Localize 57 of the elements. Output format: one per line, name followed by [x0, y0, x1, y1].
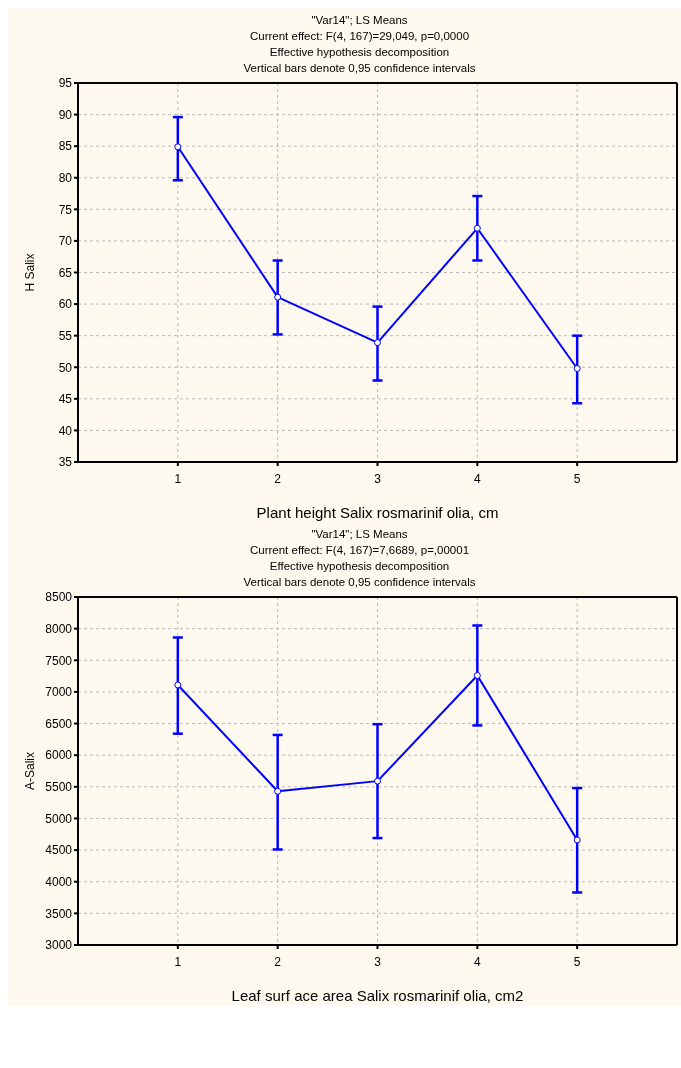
- y-tick-label: 7000: [45, 685, 73, 700]
- x-tick-label: 4: [473, 954, 481, 969]
- x-tick-label: 4: [473, 471, 481, 486]
- point: [174, 143, 182, 151]
- point: [473, 671, 481, 679]
- y-tick-label: 6000: [45, 748, 73, 763]
- y-tick-label: 40: [58, 423, 73, 438]
- x-tick-label: 1: [174, 954, 182, 969]
- chart-title: "Var14"; LS Means: [310, 527, 409, 542]
- point: [274, 293, 282, 301]
- x-tick-label: 3: [374, 471, 382, 486]
- y-tick-label: 3000: [45, 938, 73, 953]
- text: Effective hypothesis decomposition: [268, 45, 451, 60]
- x-axis-title: Plant height Salix rosmarinif olia, cm: [256, 504, 499, 521]
- point: [374, 777, 381, 785]
- y-tick-label: 90: [58, 107, 73, 122]
- x-tick-label: 3: [374, 954, 382, 969]
- text: Vertical bars denote 0,95 confidence intervals: [242, 575, 477, 590]
- x-tick-label: 2: [274, 471, 282, 486]
- y-tick-label: 5000: [45, 811, 73, 826]
- point: [473, 224, 481, 232]
- y-tick-label: 35: [58, 455, 73, 470]
- point: [274, 787, 282, 795]
- y-tick-label: 4500: [45, 843, 73, 858]
- point: [573, 836, 581, 844]
- y-tick-label: 80: [58, 171, 73, 186]
- y-tick-label: 8000: [45, 621, 73, 636]
- y-tick-label: 65: [58, 265, 73, 280]
- x-axis-title: Leaf surf ace area Salix rosmarinif olia, cm2: [231, 987, 524, 1004]
- text: Vertical bars denote 0,95 confidence intervals: [242, 61, 477, 76]
- y-tick-label: 50: [58, 360, 73, 375]
- y-tick-label: 5500: [45, 780, 73, 795]
- y-tick-label: 55: [58, 328, 73, 343]
- chart-subtitle: Current effect: F(4, 167)=29,049, p=0,0000: [248, 29, 471, 44]
- x-tick-label: 5: [573, 471, 581, 486]
- x-tick-label: 1: [174, 471, 182, 486]
- text: Effective hypothesis decomposition: [268, 559, 451, 574]
- y-tick-label: 4000: [45, 874, 73, 889]
- y-tick-label: 85: [58, 139, 73, 154]
- chart-subtitle: Current effect: F(4, 167)=7,6689, p=,00001: [248, 543, 471, 558]
- y-tick-label: 70: [58, 234, 73, 249]
- chart-title: "Var14"; LS Means: [310, 13, 409, 28]
- point: [573, 365, 581, 373]
- y-tick-label: 6500: [45, 716, 73, 731]
- x-tick-label: 2: [274, 954, 282, 969]
- y-axis-title: H Salix: [23, 253, 38, 292]
- point: [174, 681, 182, 689]
- y-tick-label: 60: [58, 297, 73, 312]
- y-tick-label: 7500: [45, 653, 73, 668]
- y-tick-label: 3500: [45, 906, 73, 921]
- y-axis-title: A-Salix: [23, 751, 38, 791]
- y-tick-label: 95: [58, 76, 73, 91]
- point: [374, 339, 381, 347]
- y-tick-label: 8500: [45, 590, 73, 605]
- x-tick-label: 5: [573, 954, 581, 969]
- y-tick-label: 45: [58, 392, 73, 407]
- y-tick-label: 75: [58, 202, 73, 217]
